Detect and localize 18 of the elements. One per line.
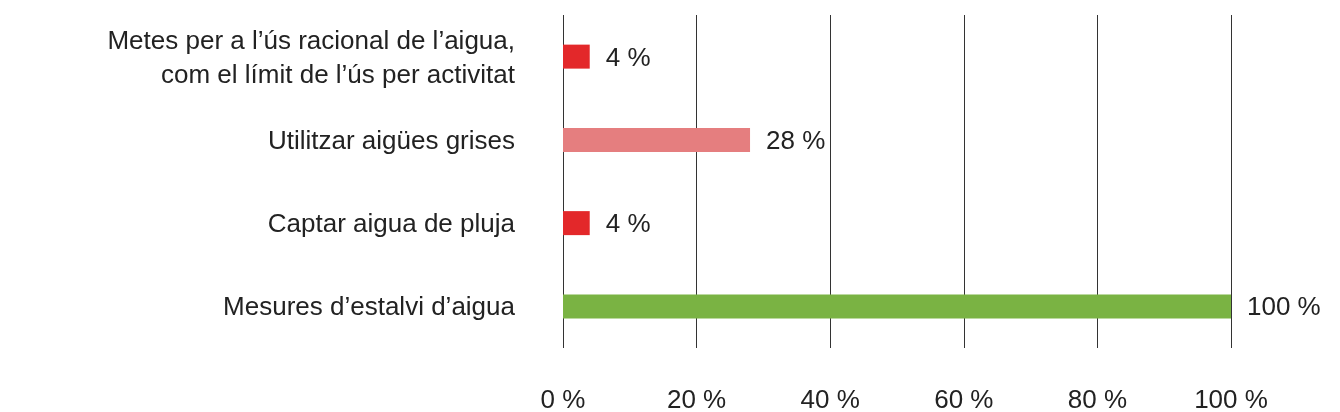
bar bbox=[563, 294, 1231, 319]
x-tick-label: 20 % bbox=[666, 384, 727, 412]
y-tick-label: Mesures d’estalvi d’aigua bbox=[223, 291, 516, 322]
data-label: 4 % bbox=[605, 208, 651, 239]
data-label: 28 % bbox=[766, 124, 826, 155]
bar bbox=[563, 211, 590, 236]
bar bbox=[563, 44, 590, 69]
x-tick-label: 0 % bbox=[540, 384, 586, 412]
data-label: 4 % bbox=[605, 41, 651, 72]
data-label: 100 % bbox=[1247, 291, 1321, 322]
x-tick-label: 60 % bbox=[934, 384, 994, 412]
x-tick-label: 80 % bbox=[1067, 384, 1128, 412]
x-tick-label: 100 % bbox=[1194, 384, 1268, 412]
y-tick-label: Utilitzar aigües grises bbox=[267, 124, 515, 155]
y-tick-label: Captar aigua de pluja bbox=[267, 208, 516, 239]
bar bbox=[563, 127, 751, 152]
y-tick-label: Metes per a l’ús racional de l’aigua, com el límit de l’ús per activitat bbox=[107, 24, 516, 89]
x-tick-label: 40 % bbox=[800, 384, 860, 412]
